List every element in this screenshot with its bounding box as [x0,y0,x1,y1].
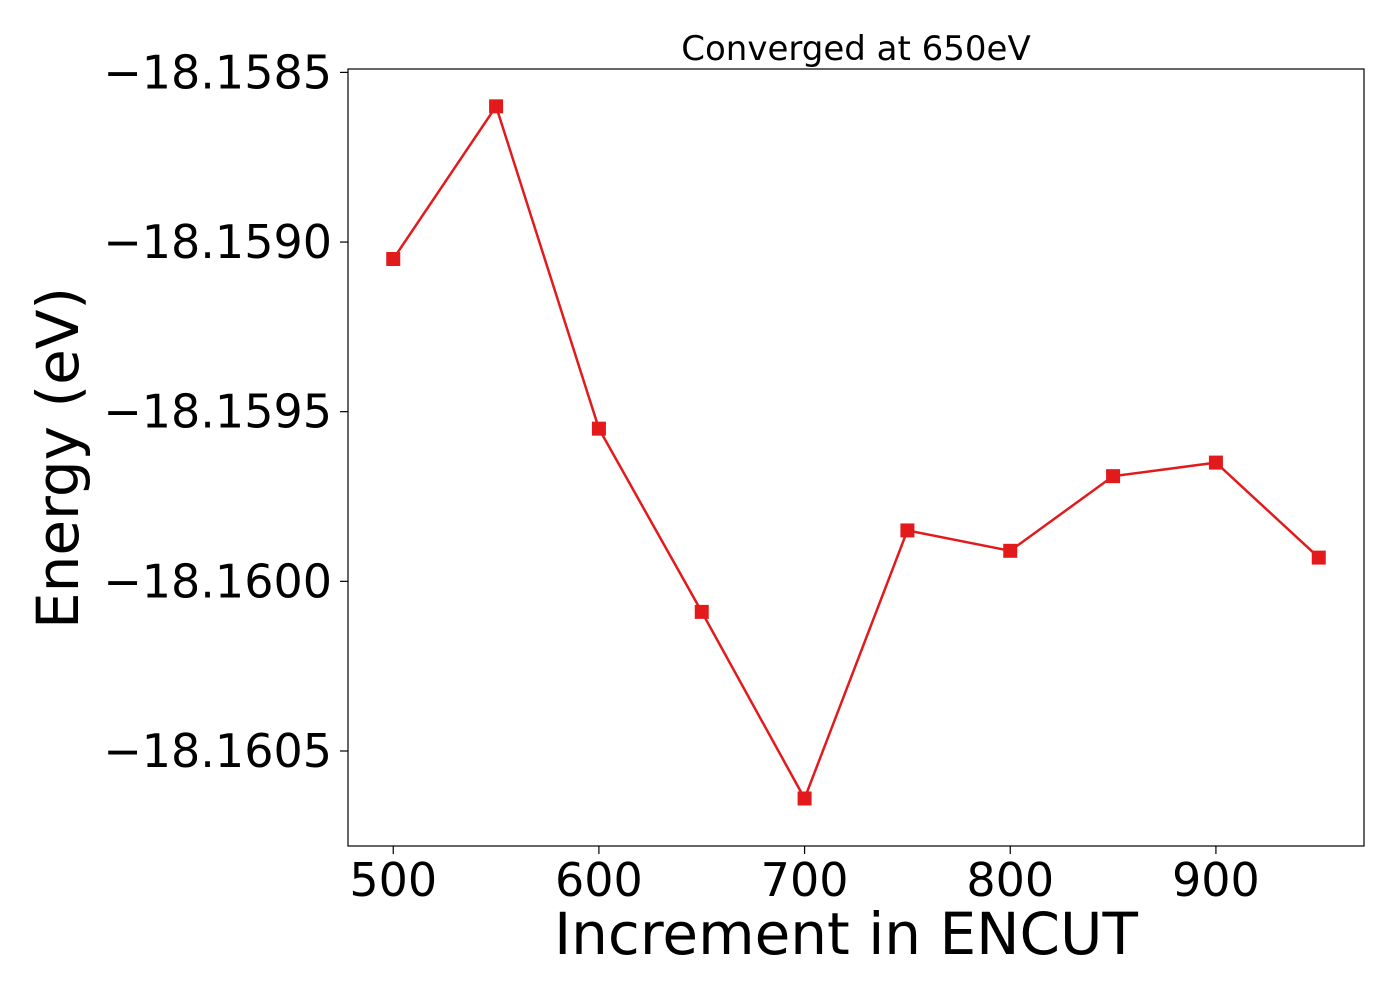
series-markers [386,99,1326,806]
y-tick-label: −18.1585 [103,45,332,99]
chart-title: Converged at 650eV [681,29,1030,69]
x-axis-ticks: 500 600 700 800 900 [349,846,1260,907]
data-point-marker [900,523,915,538]
series-line [392,103,1320,802]
x-tick-label: 900 [1172,853,1260,907]
y-axis-ticks: −18.1585 −18.1590 −18.1595 −18.1600 −18.1605 [103,45,348,778]
y-tick-label: −18.1590 [103,215,332,269]
y-tick-label: −18.1605 [103,724,332,778]
data-point-marker [797,791,812,806]
data-point-marker [1106,469,1121,484]
data-point-marker [1003,543,1018,558]
plot-frame [347,68,1365,847]
data-point-marker [1208,455,1223,470]
x-tick-label: 700 [761,853,849,907]
y-tick-label: −18.1595 [103,385,332,439]
x-tick-label: 600 [555,853,643,907]
y-axis-label: Energy (eV) [24,287,92,629]
data-point-marker [694,604,709,619]
y-tick-label: −18.1600 [103,554,332,608]
x-tick-label: 800 [966,853,1054,907]
data-point-marker [489,99,504,114]
x-axis-label: Increment in ENCUT [554,900,1138,968]
data-point-marker [1311,550,1326,565]
plot-area [386,99,1326,806]
data-point-marker [386,252,401,267]
x-tick-label: 500 [349,853,437,907]
data-point-marker [591,421,606,436]
